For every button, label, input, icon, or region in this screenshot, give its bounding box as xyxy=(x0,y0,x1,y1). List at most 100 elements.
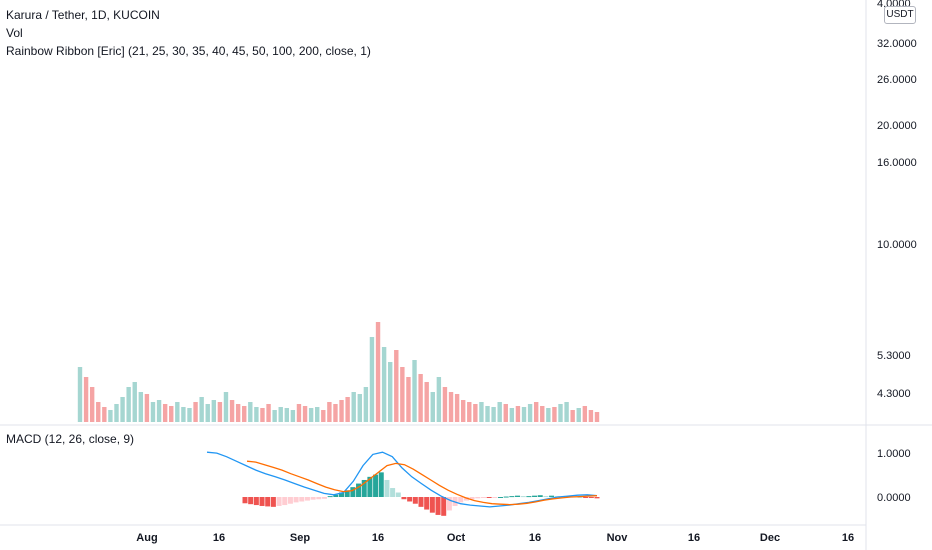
volume-bar xyxy=(479,402,484,422)
volume-bar xyxy=(582,406,588,422)
volume-bar xyxy=(175,402,180,422)
macd-histogram-bar xyxy=(259,497,265,506)
x-axis-tick-label: 16 xyxy=(688,532,700,544)
volume-bar xyxy=(369,337,375,422)
macd-histogram-bar xyxy=(492,497,498,498)
macd-histogram-bar xyxy=(333,494,339,497)
macd-histogram-bar xyxy=(344,490,350,497)
volume-bar xyxy=(169,406,174,422)
macd-histogram-bar xyxy=(509,496,515,498)
currency-badge[interactable]: USDT xyxy=(884,6,916,24)
macd-histogram-bar xyxy=(242,497,248,504)
volume-bar xyxy=(485,406,490,422)
volume-bar xyxy=(491,407,496,422)
volume-bar xyxy=(509,408,515,422)
volume-bar xyxy=(540,406,545,422)
volume-bar xyxy=(594,412,600,422)
volume-bar xyxy=(570,410,575,422)
volume-bar xyxy=(527,404,533,422)
volume-bar xyxy=(564,402,569,422)
currency-label: USDT xyxy=(886,9,914,20)
volume-bar xyxy=(217,402,223,422)
volume-bar xyxy=(242,406,247,422)
macd-histogram-bar xyxy=(270,497,276,507)
volume-bar xyxy=(351,392,356,422)
macd-histogram-bar xyxy=(299,497,305,502)
volume-bar xyxy=(77,367,83,422)
macd-histogram-bar xyxy=(276,497,282,506)
volume-bar xyxy=(315,407,320,422)
volume-bar xyxy=(339,400,344,422)
x-axis-tick-label: Oct xyxy=(447,532,466,544)
volume-bar xyxy=(363,387,369,422)
volume-bar xyxy=(576,408,581,422)
volume-bar xyxy=(193,402,198,422)
volume-bar xyxy=(205,404,210,422)
volume-bar xyxy=(96,402,101,422)
volume-bar xyxy=(388,362,393,422)
volume-bar xyxy=(278,407,283,422)
volume-bar xyxy=(394,350,399,422)
y-axis-tick-label: 32.0000 xyxy=(877,38,917,50)
symbol-title: Karura / Tether, 1D, KUCOIN xyxy=(6,8,160,22)
macd-histogram-bar xyxy=(469,497,475,500)
volume-bar xyxy=(546,408,551,422)
x-axis-tick-label: 16 xyxy=(529,532,541,544)
ribbon-legend: Rainbow Ribbon [Eric] (21, 25, 30, 35, 4… xyxy=(6,44,371,58)
volume-bar xyxy=(181,407,186,422)
macd-legend: MACD (12, 26, close, 9) xyxy=(6,432,135,446)
macd-histogram-bar xyxy=(429,497,435,513)
y-axis-tick-label: 16.0000 xyxy=(877,157,917,169)
macd-line xyxy=(206,451,598,508)
volume-bar xyxy=(260,408,265,422)
volume-bar xyxy=(284,408,289,422)
macd-histogram-bar xyxy=(321,497,327,499)
y-axis-tick-label: 26.0000 xyxy=(877,74,917,86)
volume-legend: Vol xyxy=(6,26,23,40)
x-axis-tick-label: Sep xyxy=(290,532,310,544)
macd-histogram-bar xyxy=(497,497,503,498)
signal-line xyxy=(246,460,598,506)
volume-bar xyxy=(430,392,435,422)
x-axis-tick-label: Aug xyxy=(136,532,157,544)
x-axis-tick-label: 16 xyxy=(213,532,225,544)
volume-bar xyxy=(333,404,338,422)
macd-histogram-bar xyxy=(287,497,293,504)
macd-histogram-bar xyxy=(265,497,271,507)
volume-bar xyxy=(558,404,563,422)
volume-bar xyxy=(290,410,296,422)
volume-bar xyxy=(272,410,277,422)
y-axis-tick-label: 4.3000 xyxy=(877,388,911,400)
macd-histogram-bar xyxy=(401,497,407,500)
volume-bar xyxy=(442,387,448,422)
volume-bar xyxy=(156,400,162,422)
macd-histogram-bar xyxy=(373,474,379,497)
volume-bar xyxy=(588,410,594,422)
volume-bar xyxy=(108,410,113,422)
volume-bar xyxy=(120,397,125,422)
macd-histogram-bar xyxy=(304,497,310,501)
volume-bar xyxy=(229,400,235,422)
volume-bar xyxy=(473,404,478,422)
volume-bar xyxy=(327,402,332,422)
volume-bar xyxy=(296,404,302,422)
macd-histogram-bar xyxy=(526,496,532,498)
macd-histogram-bar xyxy=(418,497,424,507)
y-axis-tick-label: 5.3000 xyxy=(877,350,911,362)
volume-bar xyxy=(266,404,271,422)
macd-histogram-bar xyxy=(390,488,396,497)
macd-histogram-bar xyxy=(458,497,464,503)
macd-histogram-bar xyxy=(577,497,583,498)
volume-bar xyxy=(533,402,539,422)
macd-histogram-bar xyxy=(537,495,543,497)
macd-histogram-bar xyxy=(367,476,373,497)
macd-histogram-bar xyxy=(520,496,526,498)
volume-bar xyxy=(448,392,454,422)
macd-histogram-bar xyxy=(463,497,469,501)
macd-axis-tick-label: 1.0000 xyxy=(877,448,911,460)
macd-histogram-bar xyxy=(293,497,299,503)
macd-histogram-bar xyxy=(503,496,509,498)
volume-bar xyxy=(515,406,521,422)
